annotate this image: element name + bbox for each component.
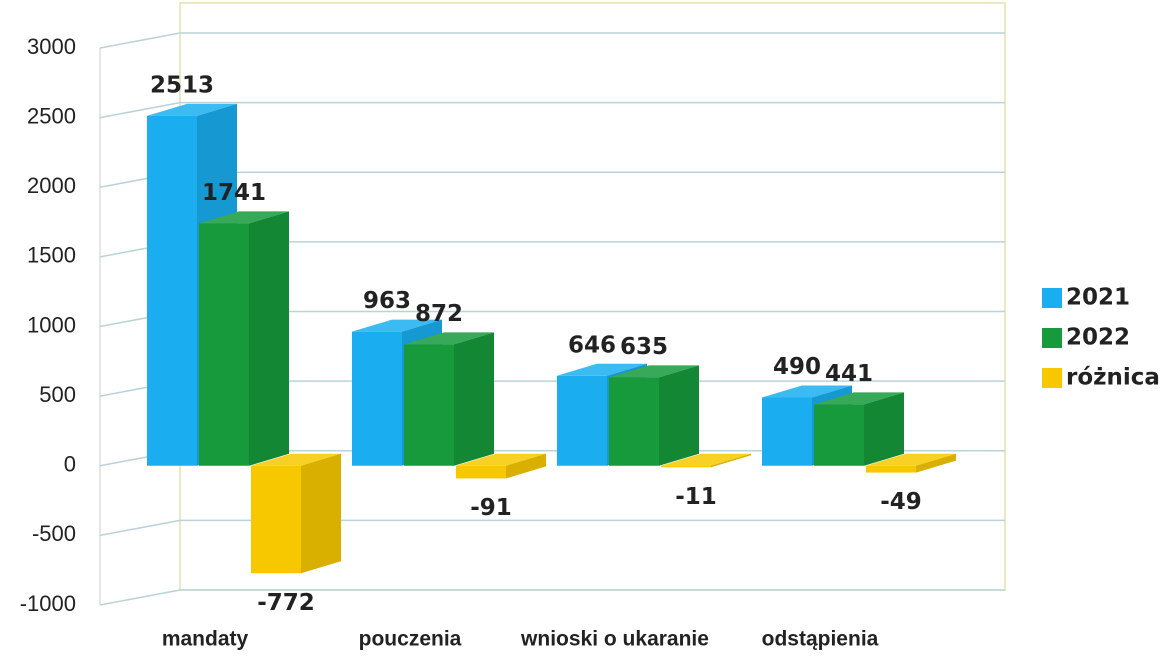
bar-side-shade: [506, 453, 546, 479]
value-label: 490: [773, 354, 821, 380]
bar-front: [352, 331, 402, 466]
bar: [661, 453, 751, 468]
value-label: -11: [675, 484, 717, 510]
bar-side: [864, 392, 904, 466]
y-tick-label: -1000: [20, 591, 76, 616]
bar-front: [147, 115, 197, 466]
bar: [251, 453, 341, 574]
bar-side-shade: [249, 211, 289, 466]
legend-label: różnica: [1066, 365, 1160, 391]
value-label: -91: [470, 495, 512, 521]
bar-top-shade: [352, 319, 442, 332]
y-tick-label: 2000: [27, 173, 76, 198]
bar-top: [199, 211, 289, 224]
bar-side-shade: [864, 392, 904, 466]
x-tick-label: wnioski o ukaranie: [520, 628, 709, 651]
bar-top: [352, 319, 442, 332]
bar-top: [661, 453, 751, 466]
value-label: 646: [568, 332, 616, 358]
bar-side: [916, 453, 956, 473]
bar-side: [506, 453, 546, 479]
bar-top: [456, 453, 546, 466]
bar-top-shade: [147, 103, 237, 116]
bar-front: [456, 465, 506, 479]
bar-side: [659, 365, 699, 466]
legend-label: 2021: [1066, 285, 1130, 311]
bar-top: [404, 332, 494, 345]
bar-side-shade: [916, 453, 956, 473]
bar-front: [661, 465, 711, 468]
bar-front: [866, 465, 916, 473]
legend-swatch: [1042, 328, 1062, 348]
bar: [404, 332, 494, 466]
grid-line: [99, 32, 1005, 49]
bar-top-shade: [814, 392, 904, 405]
legend-swatch: [1042, 368, 1062, 388]
legend-label: 2022: [1066, 325, 1130, 351]
bar-top-shade: [609, 365, 699, 378]
y-tick-label: 2500: [27, 103, 76, 128]
y-tick-label: 500: [39, 382, 76, 407]
grid-line: [99, 101, 1005, 119]
bar-top-shade: [404, 332, 494, 345]
y-tick-label: 3000: [27, 34, 76, 59]
bar-top-shade: [199, 211, 289, 224]
grid-line: [99, 519, 1005, 537]
bar-side-shade: [301, 453, 341, 574]
legend-swatch: [1042, 288, 1062, 308]
value-label: -49: [880, 489, 922, 515]
bar-side: [301, 453, 341, 574]
bar-top: [814, 392, 904, 405]
bar-side-shade: [659, 365, 699, 466]
bar-front: [199, 223, 249, 466]
bar-front: [762, 397, 812, 466]
value-label: 872: [415, 301, 463, 327]
bar-top: [251, 453, 341, 466]
bar-front: [814, 404, 864, 466]
bar-top-shade: [456, 453, 546, 466]
y-tick-label: 1000: [27, 312, 76, 337]
bar: [814, 392, 904, 466]
y-tick-label: 1500: [27, 243, 76, 268]
bar-front: [557, 375, 607, 466]
value-label: -772: [257, 590, 315, 616]
bar-top-shade: [557, 363, 647, 376]
bar: [609, 365, 699, 466]
x-tick-label: mandaty: [162, 628, 249, 651]
bar-top: [609, 365, 699, 378]
bar-top-shade: [762, 385, 852, 398]
bar-top-shade: [251, 453, 341, 466]
bar-top: [866, 453, 956, 466]
bar-side: [249, 211, 289, 466]
value-label: 2513: [150, 72, 214, 98]
bar: [866, 453, 956, 473]
bar-top-shade: [661, 453, 751, 466]
bar-front: [609, 377, 659, 466]
value-label: 635: [620, 334, 668, 360]
bar-side: [454, 332, 494, 466]
bar-top-shade: [866, 453, 956, 466]
bar-front: [251, 465, 301, 574]
value-label: 963: [363, 288, 411, 314]
x-tick-label: pouczenia: [359, 628, 462, 651]
y-tick-label: -500: [32, 521, 76, 546]
bar-front: [404, 344, 454, 466]
bar: [199, 211, 289, 466]
bar: [456, 453, 546, 479]
bar-top: [762, 385, 852, 398]
bar-side: [711, 453, 751, 468]
value-label: 1741: [202, 180, 266, 206]
grid-line: [99, 589, 1005, 606]
bar-side-shade: [711, 453, 751, 468]
bar-side-shade: [454, 332, 494, 466]
value-label: 441: [825, 361, 873, 387]
y-tick-label: 0: [64, 452, 76, 477]
bar-top: [147, 103, 237, 116]
x-tick-label: odstąpienia: [762, 628, 879, 651]
bar-top: [557, 363, 647, 376]
